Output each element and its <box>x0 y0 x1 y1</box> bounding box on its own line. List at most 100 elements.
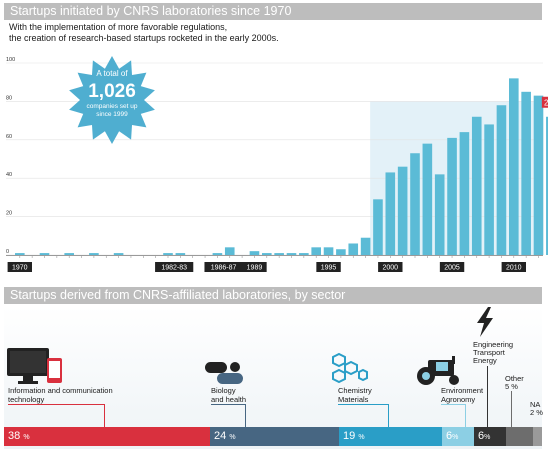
y-tick-label: 80 <box>6 95 12 101</box>
segment-chem-value: 19 <box>343 430 356 442</box>
badge-line-1: A total of <box>96 69 128 78</box>
bar-1992 <box>286 253 297 255</box>
bars <box>15 78 548 255</box>
sector-label-env-line-2: Agronomy <box>441 395 476 404</box>
eng-leader-stem <box>487 366 488 427</box>
bar-1978 <box>113 253 124 255</box>
bar-1990 <box>262 253 272 255</box>
sector-label-ict-line-2: technology <box>8 395 45 404</box>
x-tick-label: 1995 <box>321 265 337 272</box>
segment-env-pct: % <box>452 434 459 441</box>
bio-leader-stem <box>245 404 246 427</box>
molecule-icon <box>332 352 368 384</box>
chart-title: Startups initiated by CNRS laboratories … <box>4 3 542 20</box>
bar-2002 <box>410 153 420 255</box>
segment-eng: 6% <box>474 427 506 446</box>
computer-monitor-icon <box>7 348 62 384</box>
sector-label-chem-line-2: Materials <box>338 395 369 404</box>
bar-2011 <box>521 91 531 255</box>
bar-1983 <box>175 253 186 255</box>
total-badge: A total of 1,026 companies set up since … <box>69 56 155 144</box>
sector-value-other: 5 % <box>505 382 518 391</box>
x-tick-label-bg <box>204 262 243 272</box>
bar-2000 <box>385 172 396 255</box>
bar-2007 <box>471 116 482 255</box>
env-leader-stem <box>465 404 466 427</box>
y-tick-label: 60 <box>6 134 12 140</box>
x-tick-label: 2005 <box>444 265 460 272</box>
segment-ict: 38 % <box>4 427 210 446</box>
segment-bio-value: 24 <box>214 430 227 442</box>
bar-1972 <box>39 253 50 255</box>
sector-label-na: NA <box>530 400 541 409</box>
segment-bio: 24 % <box>210 427 339 446</box>
sector-value-na: 2 % <box>530 408 543 417</box>
callout-2013: 2013 <box>541 96 548 108</box>
bar-1995 <box>323 247 334 255</box>
bar-2003 <box>422 143 433 255</box>
x-tick-label-bg <box>439 262 465 272</box>
sector-label-eng-line-1: Engineering <box>473 340 514 349</box>
x-tick-label: 2010 <box>506 265 522 272</box>
sector-label-other: Other <box>505 374 524 383</box>
bar-1991 <box>274 253 284 255</box>
bio-leader-line <box>211 404 245 405</box>
x-axis: 1970 1982-83 1986-87 1989 1995 2000 2005 2010 <box>6 255 543 272</box>
x-tick-label-bg <box>501 262 526 272</box>
segment-eng-pct: % <box>484 434 491 441</box>
sector-label-ict-line-1: Information and communication <box>8 386 113 395</box>
y-tick-label: 100 <box>6 57 15 63</box>
bar-2009 <box>496 105 507 255</box>
badge-line-4: since 1999 <box>96 111 128 118</box>
segment-na <box>533 427 542 446</box>
sector-chart-title: Startups derived from CNRS-affiliated la… <box>4 287 542 304</box>
other-leader-stem <box>511 391 512 427</box>
bar-1996 <box>336 249 346 255</box>
callout-2013-label: 2013 <box>544 98 548 107</box>
badge-number: 1,026 <box>88 81 136 102</box>
segment-env: 6% <box>442 427 474 446</box>
ict-leader-stem <box>104 404 105 427</box>
sector-label-bio-line-2: and health <box>211 395 247 404</box>
badge-star-icon <box>69 56 155 144</box>
bar-1993 <box>299 253 309 255</box>
lightning-bolt-icon <box>477 307 493 337</box>
tractor-icon <box>417 356 459 385</box>
x-tick-label: 1989 <box>247 265 263 272</box>
bar-2008 <box>484 124 494 255</box>
callout-2013-box <box>541 96 548 108</box>
sector-label-eng-line-2: Transport <box>473 348 505 357</box>
bar-2012 <box>533 95 544 255</box>
badge-line-3: companies set up <box>87 103 138 110</box>
env-leader-line <box>441 404 465 405</box>
chart-subtitle-line-2: the creation of research-based startups … <box>9 33 279 43</box>
bar-1987 <box>224 247 235 255</box>
bar-2005 <box>447 137 457 255</box>
segment-ict-pct: % <box>23 434 30 441</box>
segment-other <box>506 427 533 446</box>
bar-1997 <box>348 243 359 255</box>
bar-2013 <box>546 116 548 255</box>
bar-1994 <box>311 247 321 255</box>
x-tick-label-bg <box>316 262 341 272</box>
bar-2010 <box>509 78 519 255</box>
sector-label-chem-line-1: Chemistry <box>338 386 372 395</box>
startups-bar-chart: 0 20 40 60 80 100 1970 1982-83 1986-87 1989 1995 2… <box>6 56 548 272</box>
chart-subtitle-line-1: With the implementation of more favorabl… <box>9 22 228 32</box>
segment-eng-value: 6 <box>478 430 485 442</box>
x-tick-label-bg <box>378 262 403 272</box>
bar-1974 <box>64 253 74 255</box>
bar-1986 <box>212 253 223 255</box>
bar-1998 <box>360 237 371 255</box>
x-tick-label: 2000 <box>383 265 399 272</box>
y-tick-label: 0 <box>6 249 9 255</box>
x-tick-label: 1986-87 <box>211 265 237 272</box>
bar-2006 <box>459 132 470 255</box>
chem-leader-stem <box>388 404 389 427</box>
segment-bio-pct: % <box>229 434 236 441</box>
bar-2004 <box>434 174 445 255</box>
x-tick-label: 1982-83 <box>161 265 187 272</box>
bar-1982 <box>163 253 173 255</box>
x-tick-label-bg <box>7 262 32 272</box>
segment-env-value: 6 <box>446 430 453 442</box>
